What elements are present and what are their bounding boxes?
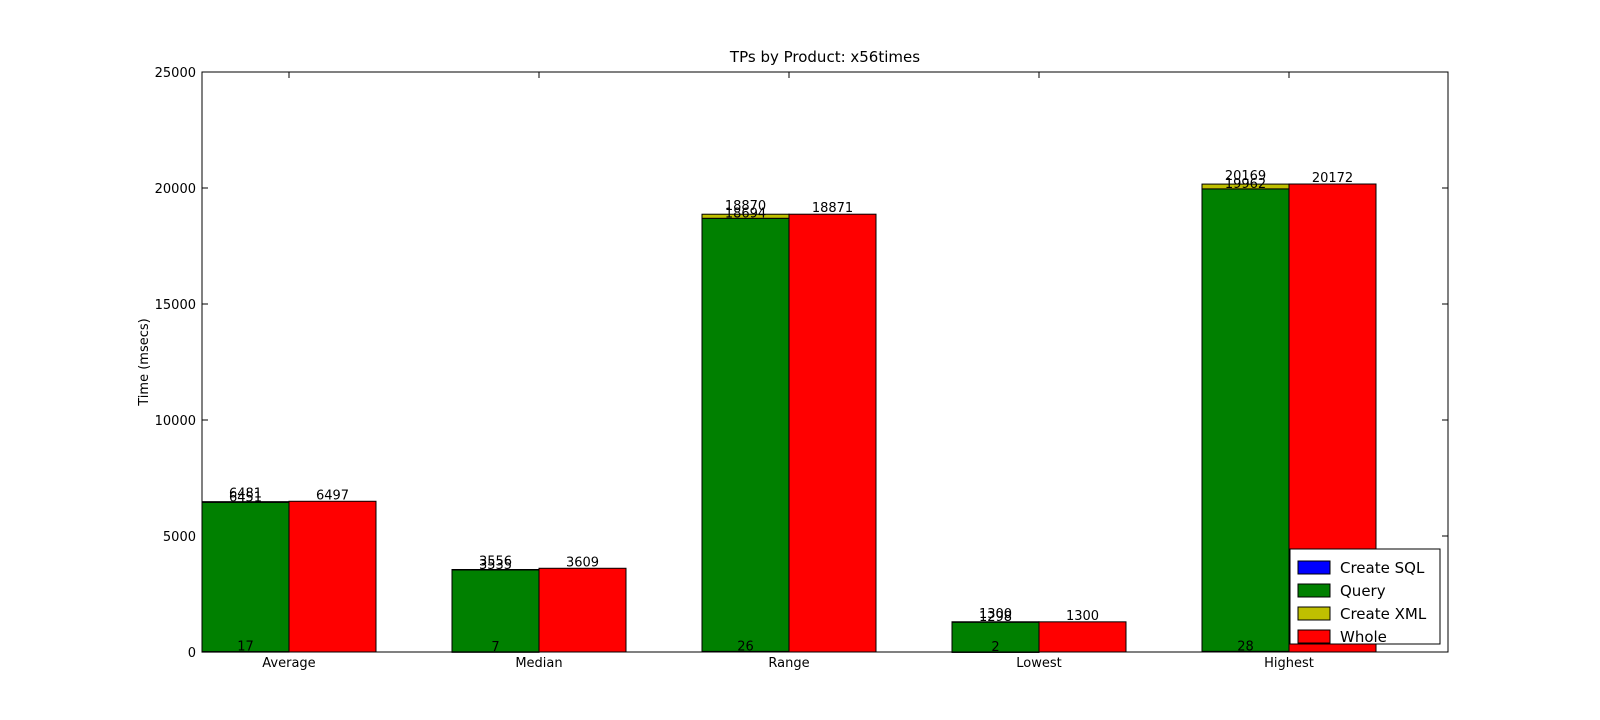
legend-swatch: [1297, 583, 1331, 598]
x-tick-label: Highest: [1264, 656, 1314, 671]
bar-query: [1201, 188, 1290, 652]
bar-whole: [1038, 621, 1127, 653]
legend-swatch: [1297, 629, 1331, 644]
data-label-whole: 20172: [1312, 171, 1353, 186]
data-label-create-sql: 28: [1237, 639, 1254, 654]
legend-swatch: [1297, 560, 1331, 575]
data-label-create-xml: 20169: [1225, 169, 1266, 184]
y-axis-label: Time (msecs): [137, 318, 152, 406]
data-label-query: 19962: [1225, 177, 1266, 192]
data-label-create-xml: 6481: [229, 487, 262, 502]
data-label-whole: 3609: [566, 555, 599, 570]
bar-whole: [788, 213, 877, 653]
legend-label: Query: [1340, 582, 1386, 600]
y-tick-label: 15000: [155, 298, 196, 313]
x-tick-label: Range: [768, 656, 809, 671]
chart-title: TPs by Product: x56times: [729, 48, 920, 66]
data-label-create-xml: 3556: [479, 555, 512, 570]
data-label-create-sql: 7: [491, 640, 499, 655]
x-tick-label: Median: [515, 656, 562, 671]
y-tick-label: 10000: [155, 414, 196, 429]
data-label-whole: 6497: [316, 488, 349, 503]
bar-whole: [538, 567, 627, 653]
bar-whole: [288, 500, 377, 653]
data-label-query: 6451: [229, 490, 262, 505]
data-label-create-sql: 2: [991, 640, 999, 655]
axes-frame: [201, 71, 1449, 653]
data-label-create-sql: 26: [737, 639, 754, 654]
data-label-create-xml: 1300: [979, 607, 1012, 622]
y-tick-label: 5000: [163, 530, 196, 545]
data-label-create-xml: 18870: [725, 199, 766, 214]
legend-label: Create SQL: [1340, 559, 1425, 577]
data-label-whole: 18871: [812, 201, 853, 216]
x-tick-label: Average: [262, 656, 315, 671]
y-tick-label: 25000: [155, 66, 196, 81]
y-tick-label: 0: [188, 646, 196, 661]
bar-query: [201, 501, 290, 653]
legend-swatch: [1297, 606, 1331, 621]
data-label-query: 3535: [479, 558, 512, 573]
data-label-whole: 1300: [1066, 609, 1099, 624]
data-label-create-sql: 17: [237, 640, 254, 655]
bar-query: [701, 217, 790, 652]
legend-label: Create XML: [1340, 605, 1427, 623]
legend-label: Whole: [1340, 628, 1387, 646]
legend: Create SQL Query Create XML Whole: [1289, 548, 1441, 646]
data-label-query: 1298: [979, 610, 1012, 625]
data-label-query: 18694: [725, 206, 766, 221]
y-tick-label: 20000: [155, 182, 196, 197]
x-tick-label: Lowest: [1016, 656, 1061, 671]
